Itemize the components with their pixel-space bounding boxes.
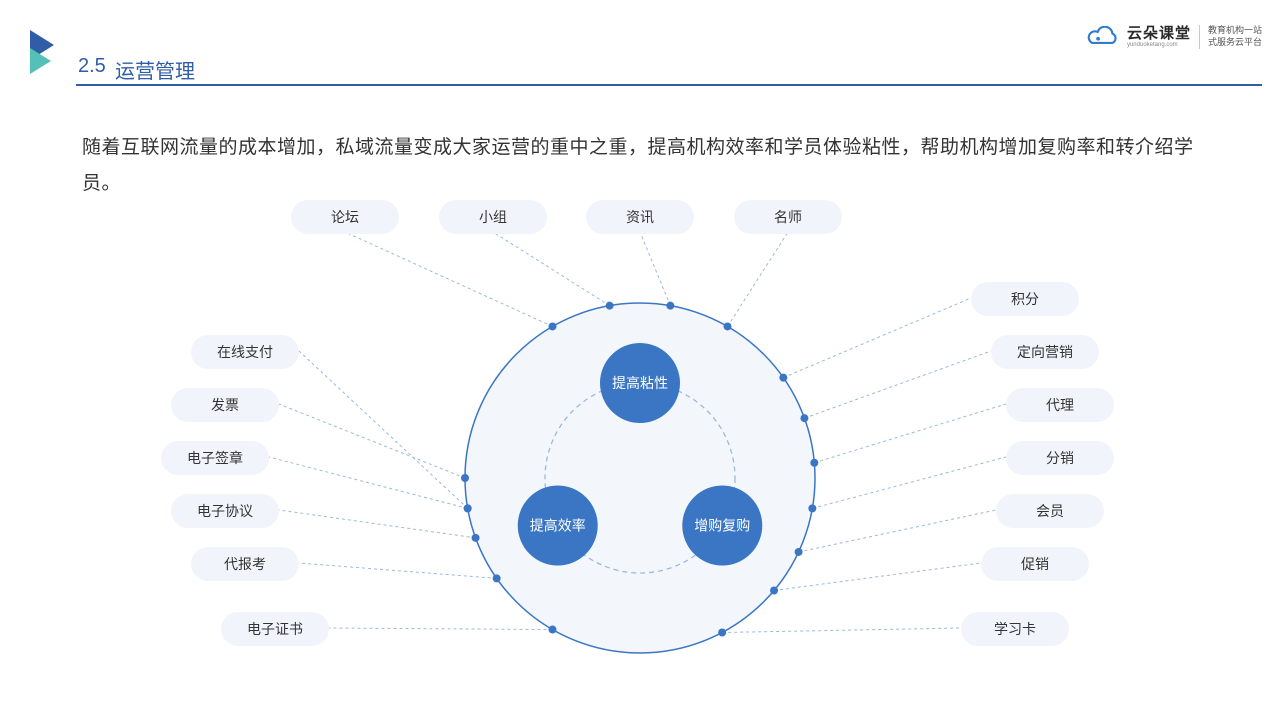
- feature-pill: 名师: [734, 200, 842, 234]
- section-number: 2.5: [78, 55, 106, 78]
- feature-pill: 电子签章: [161, 441, 269, 475]
- feature-pill: 代报考: [191, 547, 299, 581]
- feature-pill: 资讯: [586, 200, 694, 234]
- slogan-line: 教育机构一站: [1208, 25, 1262, 37]
- svg-text:增购复购: 增购复购: [694, 518, 750, 534]
- brand-name: 云朵课堂: [1127, 26, 1191, 42]
- svg-text:提高粘性: 提高粘性: [612, 375, 668, 391]
- feature-pill: 促销: [981, 547, 1089, 581]
- brand-logo: 云朵课堂 yunduoketang.com 教育机构一站 式服务云平台: [1087, 25, 1262, 49]
- title-underline: [76, 84, 1262, 86]
- svg-text:提高效率: 提高效率: [530, 518, 586, 534]
- feature-pill: 会员: [996, 494, 1104, 528]
- logo-separator: [1199, 25, 1200, 49]
- brand-url: yunduoketang.com: [1127, 42, 1191, 48]
- feature-pill: 分销: [1006, 441, 1114, 475]
- cloud-icon: [1087, 26, 1121, 48]
- feature-pill: 小组: [439, 200, 547, 234]
- feature-pill: 电子证书: [221, 612, 329, 646]
- feature-pill: 积分: [971, 282, 1079, 316]
- brand-slogan: 教育机构一站 式服务云平台: [1208, 25, 1262, 48]
- feature-pill: 学习卡: [961, 612, 1069, 646]
- feature-pill: 电子协议: [171, 494, 279, 528]
- intro-paragraph: 随着互联网流量的成本增加，私域流量变成大家运营的重中之重，提高机构效率和学员体验…: [82, 130, 1222, 202]
- feature-pill: 在线支付: [191, 335, 299, 369]
- play-arrow-icon: [30, 30, 60, 74]
- slide: 2.5 运营管理 云朵课堂 yunduoketang.com 教育机构一站 式服…: [0, 0, 1280, 720]
- feature-pill: 定向营销: [991, 335, 1099, 369]
- feature-pill: 发票: [171, 388, 279, 422]
- section-title: 运营管理: [115, 55, 195, 84]
- feature-pill: 代理: [1006, 388, 1114, 422]
- slogan-line: 式服务云平台: [1208, 37, 1262, 49]
- feature-pill: 论坛: [291, 200, 399, 234]
